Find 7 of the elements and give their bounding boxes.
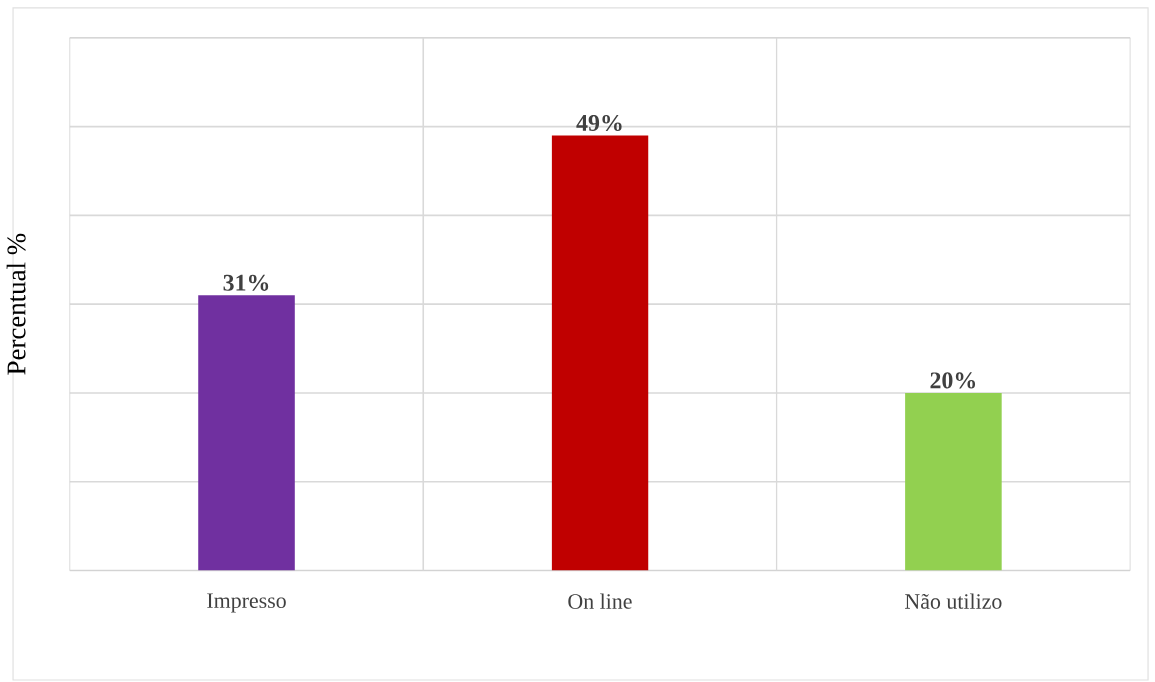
x-tick-label: On line [568,593,632,609]
data-label: 31% [223,274,269,291]
x-tick-label: Impresso [207,593,286,613]
data-label: 20% [930,372,976,389]
data-label: 49% [576,114,622,132]
x-tick-label: Não utilizo [905,593,1002,609]
y-axis-title: Percentual % [6,233,26,375]
